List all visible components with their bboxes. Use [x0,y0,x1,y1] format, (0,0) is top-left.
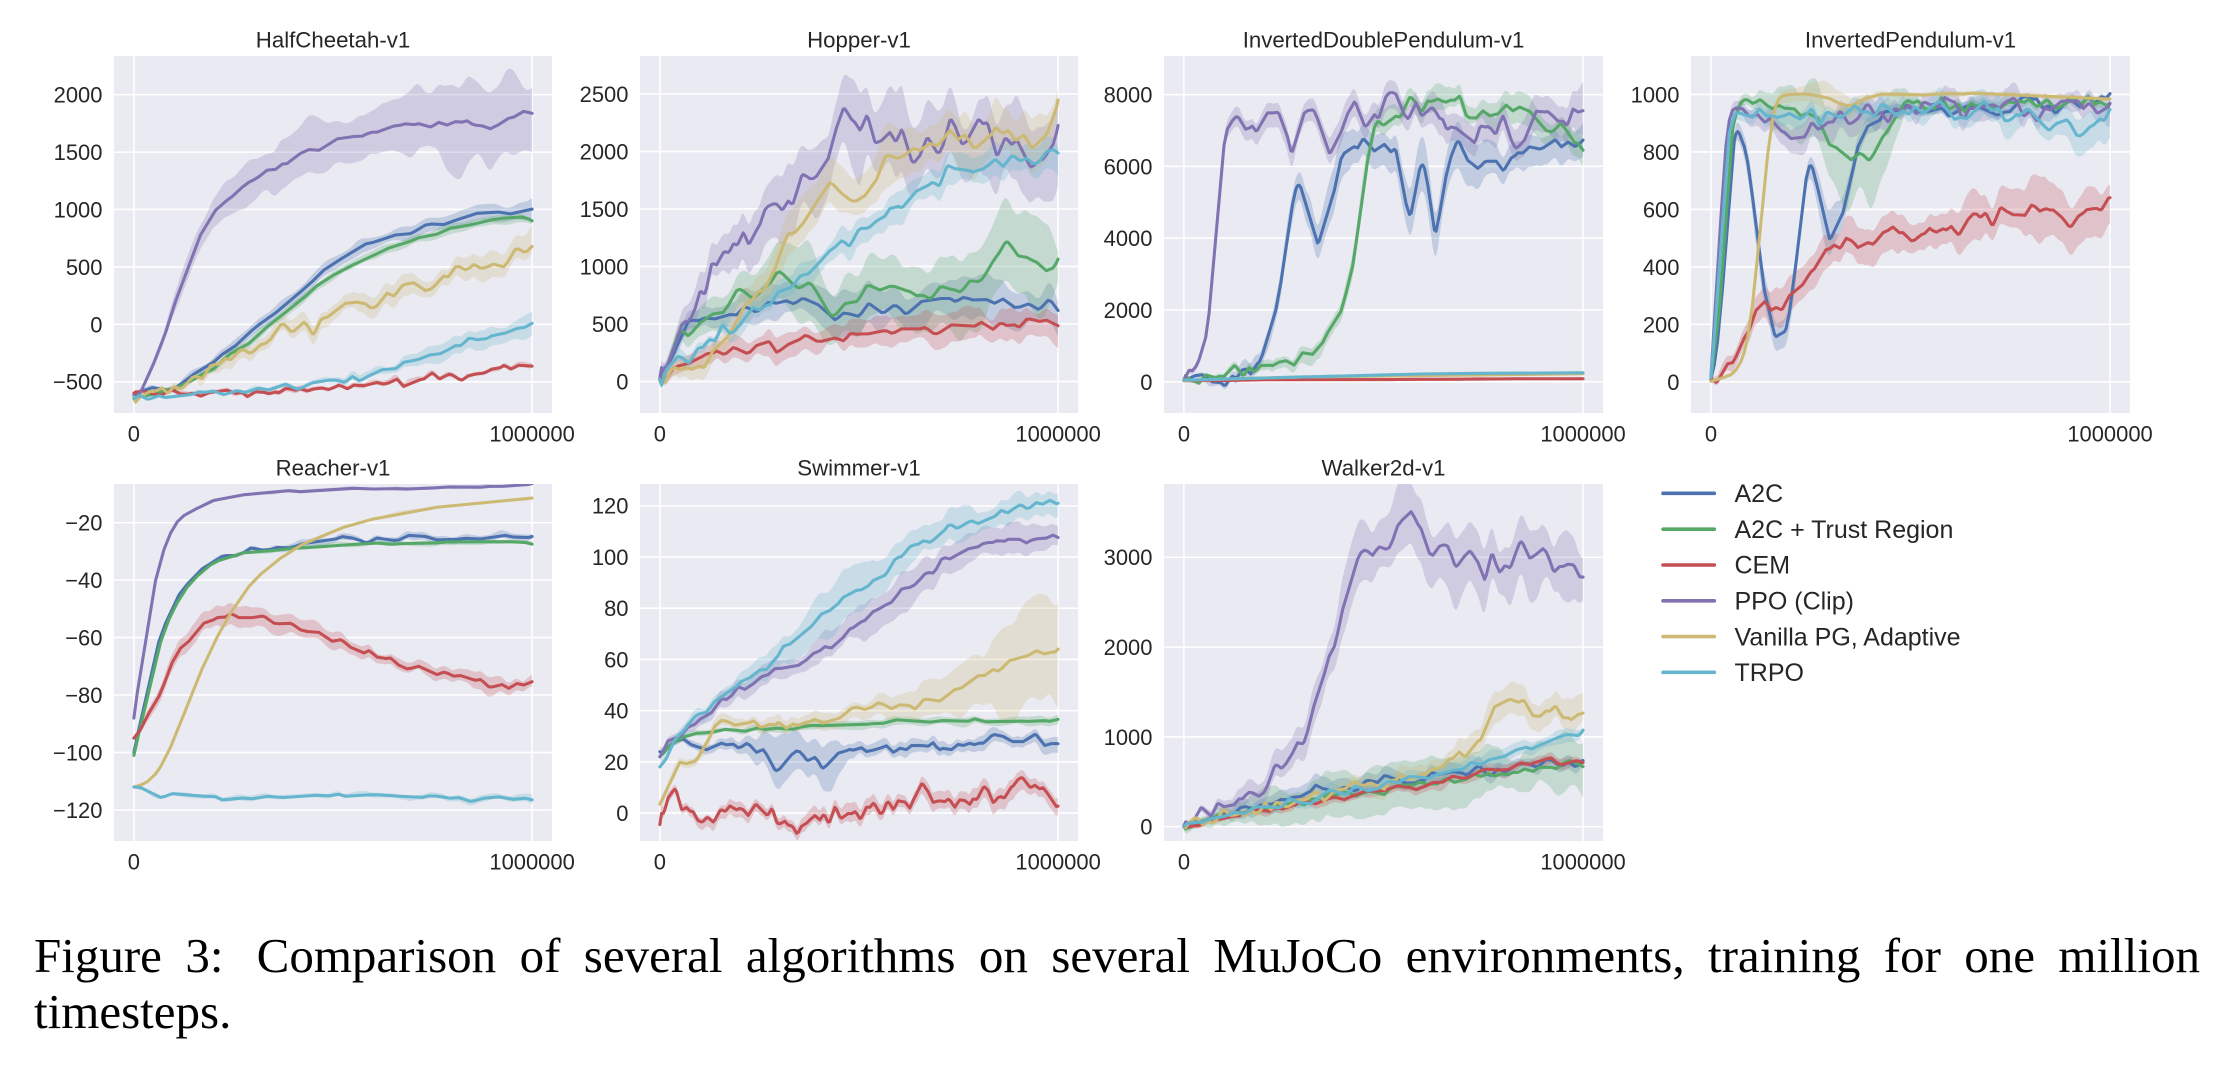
svg-text:−40: −40 [65,568,102,593]
svg-text:1000: 1000 [54,197,103,222]
svg-text:100: 100 [592,545,629,570]
svg-text:0: 0 [616,369,628,394]
svg-text:80: 80 [604,596,628,621]
svg-text:0: 0 [654,849,666,874]
svg-text:Swimmer-v1: Swimmer-v1 [797,456,920,481]
svg-text:Reacher-v1: Reacher-v1 [276,456,391,481]
svg-text:1500: 1500 [580,197,629,222]
svg-text:800: 800 [1643,140,1680,165]
svg-text:3000: 3000 [1104,545,1153,570]
svg-text:1000: 1000 [1104,725,1153,750]
svg-text:PPO (Clip): PPO (Clip) [1735,588,1854,616]
svg-text:CEM: CEM [1735,552,1791,580]
svg-text:0: 0 [1140,370,1152,395]
svg-text:1000000: 1000000 [489,849,574,874]
svg-text:2000: 2000 [1104,635,1153,660]
svg-text:1500: 1500 [54,140,103,165]
svg-text:A2C + Trust Region: A2C + Trust Region [1735,516,1954,544]
svg-text:6000: 6000 [1104,154,1153,179]
svg-text:−20: −20 [65,511,102,536]
svg-text:2500: 2500 [580,82,629,107]
svg-text:−80: −80 [65,683,102,708]
svg-text:2000: 2000 [1104,298,1153,323]
svg-text:1000000: 1000000 [489,421,574,446]
svg-text:TRPO: TRPO [1735,659,1804,687]
svg-text:600: 600 [1643,197,1680,222]
svg-text:1000000: 1000000 [1540,421,1625,446]
svg-text:Hopper-v1: Hopper-v1 [807,28,911,53]
svg-text:Vanilla PG, Adaptive: Vanilla PG, Adaptive [1735,623,1961,651]
svg-text:InvertedPendulum-v1: InvertedPendulum-v1 [1805,28,2016,53]
svg-text:1000000: 1000000 [2067,421,2152,446]
svg-text:500: 500 [592,312,629,337]
svg-text:40: 40 [604,699,628,724]
svg-text:A2C: A2C [1735,480,1784,508]
svg-text:0: 0 [90,312,102,337]
svg-text:0: 0 [1178,421,1190,446]
svg-text:0: 0 [128,421,140,446]
svg-text:200: 200 [1643,312,1680,337]
svg-text:120: 120 [592,494,629,519]
svg-text:0: 0 [616,801,628,826]
svg-text:4000: 4000 [1104,226,1153,251]
svg-text:1000000: 1000000 [1015,421,1100,446]
svg-text:20: 20 [604,750,628,775]
svg-text:−100: −100 [53,740,102,765]
svg-text:−500: −500 [53,370,102,395]
svg-text:−60: −60 [65,626,102,651]
svg-text:0: 0 [1705,421,1717,446]
svg-text:2000: 2000 [580,139,629,164]
svg-text:1000000: 1000000 [1540,849,1625,874]
svg-text:InvertedDoublePendulum-v1: InvertedDoublePendulum-v1 [1243,28,1525,53]
svg-text:60: 60 [604,647,628,672]
svg-text:8000: 8000 [1104,83,1153,108]
svg-text:500: 500 [66,255,103,280]
svg-text:400: 400 [1643,255,1680,280]
svg-text:−120: −120 [53,798,102,823]
svg-text:0: 0 [1140,815,1152,840]
svg-text:0: 0 [654,421,666,446]
svg-text:2000: 2000 [54,83,103,108]
svg-text:Walker2d-v1: Walker2d-v1 [1322,456,1446,481]
svg-text:0: 0 [128,849,140,874]
svg-text:HalfCheetah-v1: HalfCheetah-v1 [256,28,410,53]
svg-text:1000000: 1000000 [1015,849,1100,874]
svg-text:0: 0 [1667,370,1679,395]
svg-text:1000: 1000 [580,254,629,279]
svg-text:0: 0 [1178,849,1190,874]
svg-text:1000: 1000 [1631,82,1680,107]
